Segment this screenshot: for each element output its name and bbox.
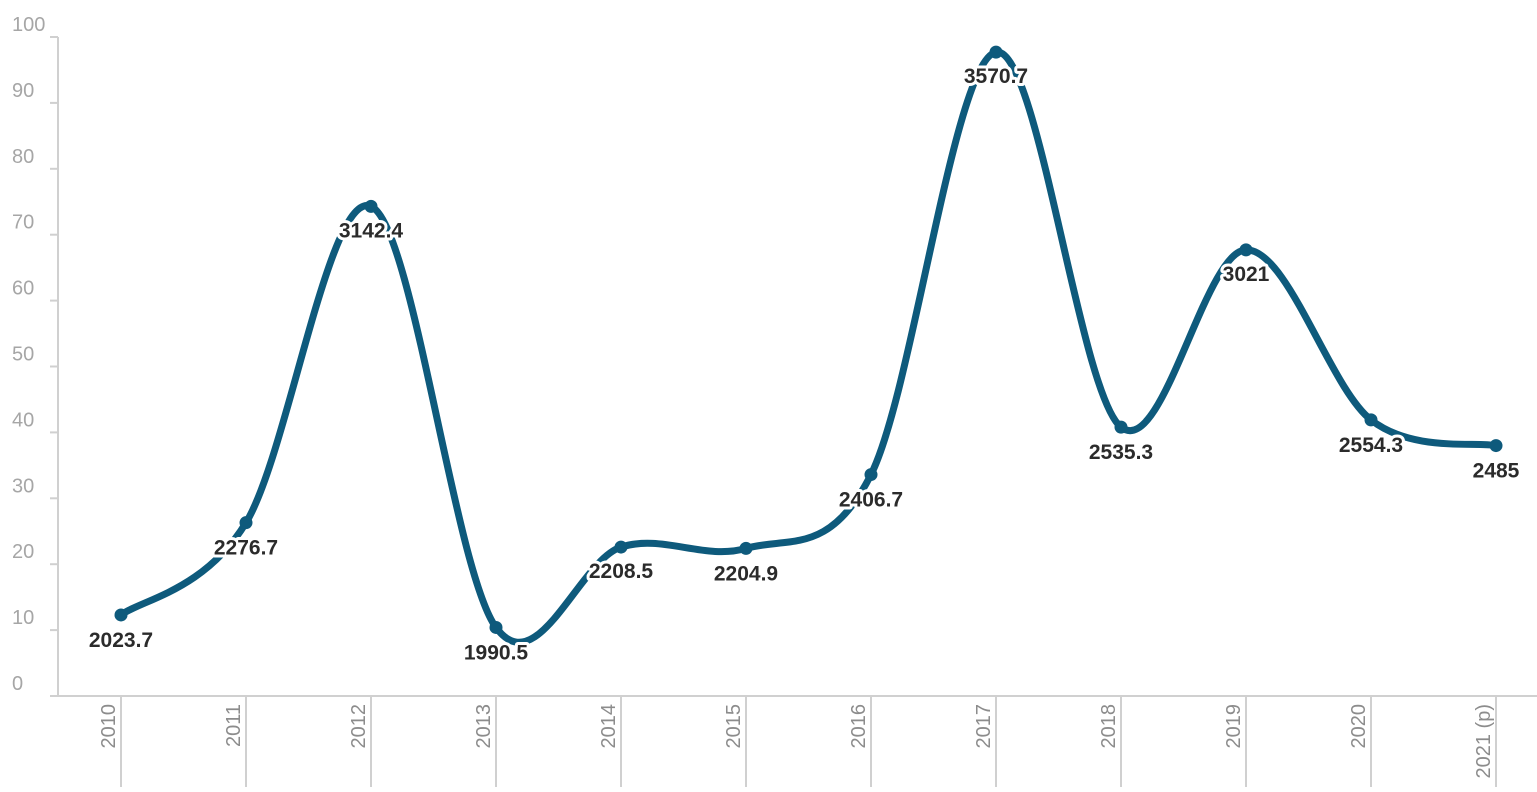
x-tick-label: 2014 [598, 704, 620, 749]
x-tick-label: 2017 [973, 704, 995, 749]
data-point [614, 540, 628, 554]
y-tick-label: 0 [12, 673, 23, 695]
y-tick-label: 90 [12, 80, 34, 102]
series-line [117, 48, 1500, 646]
data-label: 2204.9 [714, 562, 778, 585]
data-label: 2554.3 [1339, 434, 1403, 457]
data-label: 2276.7 [214, 537, 278, 560]
data-label: 3142.4 [339, 219, 404, 242]
data-point [114, 608, 128, 622]
data-label: 3570.7 [964, 65, 1028, 88]
data-label: 2535.3 [1089, 441, 1153, 464]
x-tick-label: 2021 (p) [1473, 704, 1495, 779]
x-tick-label: 2015 [723, 704, 745, 749]
y-axis-ticks: 0 10 20 30 40 50 60 70 80 90 100 [12, 14, 58, 697]
x-tick-label: 2012 [348, 704, 370, 749]
data-point [1239, 243, 1253, 257]
axes [57, 37, 1537, 697]
y-tick-label: 50 [12, 344, 34, 366]
x-tick-label: 2020 [1348, 704, 1370, 749]
data-label: 1990.5 [464, 641, 529, 664]
data-point [239, 516, 253, 530]
data-label: 2208.5 [589, 560, 654, 583]
x-tick-label: 2011 [223, 704, 245, 747]
data-label: 2023.7 [89, 629, 153, 652]
data-points [114, 45, 1503, 634]
y-tick-label: 100 [12, 14, 45, 36]
data-label: 3021 [1223, 263, 1270, 286]
y-tick-label: 10 [12, 607, 34, 629]
x-tick-label: 2013 [473, 704, 495, 749]
x-axis-ticks: 2010 2011 2012 2013 2014 2015 2016 2017 2018 2019… [98, 696, 1497, 787]
y-tick-label: 20 [12, 541, 34, 563]
y-tick-label: 40 [12, 409, 34, 431]
data-point [1364, 413, 1378, 427]
data-label: 2406.7 [839, 489, 903, 512]
x-tick-label: 2010 [98, 704, 120, 749]
y-tick-label: 30 [12, 475, 34, 497]
data-point [364, 199, 378, 213]
data-point [864, 468, 878, 482]
data-point [989, 45, 1003, 59]
y-tick-label: 80 [12, 146, 34, 168]
series-line-path [117, 48, 1500, 646]
data-point [739, 541, 753, 555]
x-tick-label: 2019 [1223, 704, 1245, 749]
y-tick-label: 70 [12, 212, 34, 234]
data-point [489, 620, 503, 634]
y-tick-label: 60 [12, 278, 34, 300]
data-point [1114, 420, 1128, 434]
data-labels: 2023.7 2276.7 3142.4 1990.5 2208.5 2204.9 2406… [86, 62, 1523, 667]
data-label: 2485 [1473, 460, 1520, 483]
data-point [1489, 439, 1503, 453]
x-tick-label: 2016 [848, 704, 870, 749]
x-tick-label: 2018 [1098, 704, 1120, 749]
